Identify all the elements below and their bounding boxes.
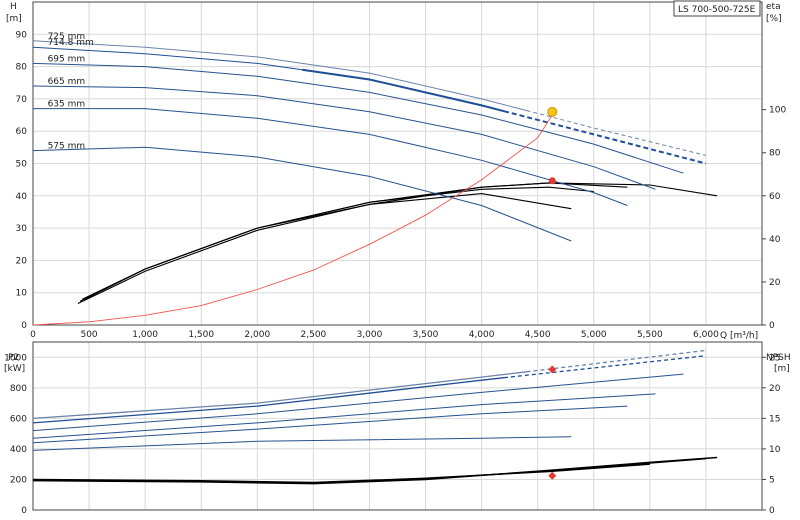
power-npsh-chart: 0 200 400 600 800 1000 0 5 10 15 20 25 P2[kW] NPSH[m] <box>4 341 791 516</box>
power-curve <box>32 377 505 424</box>
operating-point-marker <box>548 471 557 480</box>
head-curve <box>32 146 572 242</box>
chart-title: LS 700-500-725E <box>678 5 756 15</box>
efficiency-point-marker <box>548 177 556 185</box>
y2-tick-label: 5 <box>769 475 775 485</box>
power-curve <box>32 371 527 420</box>
y-tick-label: 10 <box>16 289 28 299</box>
duty-point-marker <box>547 106 558 117</box>
efficiency-curve <box>77 182 718 304</box>
y2-tick-label: 15 <box>769 414 780 424</box>
y2-axis-unit: [%] <box>766 14 782 24</box>
y-tick-label: 400 <box>10 445 27 455</box>
x-tick-label: 1,000 <box>132 330 158 340</box>
y2-tick-label: 20 <box>769 278 781 288</box>
y2-axis-label: eta <box>766 2 781 12</box>
y-tick-label: 20 <box>16 256 28 266</box>
y-tick-label: 200 <box>10 475 27 485</box>
y-axis-unit: [kW] <box>4 364 25 374</box>
y-tick-label: 0 <box>21 321 27 331</box>
x-tick-label: 500 <box>80 330 97 340</box>
power-curve-extension <box>503 355 706 379</box>
impeller-diameter-label: 665 mm <box>48 77 86 87</box>
impeller-diameter-label: 714.8 mm <box>48 38 94 48</box>
power-curve <box>32 405 628 444</box>
y-tick-label: 1000 <box>4 353 27 363</box>
power-curve <box>32 393 656 439</box>
y-tick-label: 30 <box>16 224 28 234</box>
y2-tick-label: 25 <box>769 353 780 363</box>
head-curve-extension <box>526 110 707 156</box>
x-tick-label: 2,500 <box>301 330 327 340</box>
head-efficiency-chart: 0 500 1,000 1,500 2,000 2,500 3,000 3,500 4,000 4… <box>6 0 786 340</box>
power-curve <box>32 436 572 451</box>
head-curve <box>33 108 628 206</box>
y-tick-label: 800 <box>10 384 27 394</box>
x-axis-label: Q [m³/h] <box>720 331 758 340</box>
impeller-diameter-label: 635 mm <box>48 100 86 110</box>
x-tick-label: 5,000 <box>581 330 607 340</box>
head-curve <box>32 85 656 190</box>
y2-axis-unit: [m] <box>774 364 790 374</box>
head-curve-operating <box>302 68 505 113</box>
x-tick-label: 2,000 <box>244 330 270 340</box>
x-tick-label: 3,500 <box>413 330 439 340</box>
y-tick-label: 600 <box>10 414 27 424</box>
head-curve <box>32 62 684 174</box>
npsh-curve <box>32 463 650 484</box>
x-tick-label: 5,500 <box>637 330 663 340</box>
y2-tick-label: 10 <box>769 445 781 455</box>
y-tick-label: 90 <box>16 30 28 40</box>
y2-tick-label: 60 <box>769 192 781 202</box>
impeller-diameter-label: 695 mm <box>48 54 86 64</box>
y2-tick-label: 100 <box>769 106 786 116</box>
power-curve-extension <box>526 349 706 373</box>
power-curve <box>32 373 684 432</box>
impeller-diameter-label: 725 mm <box>48 32 86 42</box>
y-tick-label: 60 <box>16 127 28 137</box>
efficiency-curve <box>84 193 572 300</box>
efficiency-curve <box>79 182 628 302</box>
y-axis-unit: [m] <box>6 14 22 24</box>
x-tick-label: 0 <box>30 330 36 340</box>
y-tick-label: 50 <box>16 160 28 170</box>
operating-point-marker <box>548 365 557 374</box>
title-box <box>673 0 761 17</box>
head-curve-extension <box>503 110 707 165</box>
x-tick-label: 4,500 <box>525 330 551 340</box>
impeller-diameter-label: 575 mm <box>48 142 86 152</box>
x-tick-label: 1,500 <box>188 330 214 340</box>
efficiency-curve <box>82 186 594 300</box>
y-tick-label: 80 <box>16 63 28 73</box>
y-axis-label: P2 <box>8 353 19 363</box>
plot-frame <box>32 341 763 511</box>
y-axis-label: H <box>10 2 17 12</box>
y-tick-label: 0 <box>21 506 27 516</box>
plot-frame <box>32 1 763 326</box>
y2-tick-label: 0 <box>769 506 775 516</box>
x-tick-label: 4,000 <box>469 330 495 340</box>
x-tick-label: 3,000 <box>357 330 383 340</box>
y2-tick-label: 20 <box>769 384 781 394</box>
y2-axis-label: NPSH <box>766 353 791 363</box>
head-curve <box>32 46 303 71</box>
system-curve <box>32 111 555 326</box>
y-tick-label: 70 <box>16 95 28 105</box>
y2-tick-label: 80 <box>769 149 781 159</box>
y2-tick-label: 40 <box>769 235 781 245</box>
head-curve <box>32 40 527 111</box>
y-tick-label: 40 <box>16 192 28 202</box>
y2-tick-label: 0 <box>769 321 775 331</box>
x-tick-label: 6,000 <box>693 330 719 340</box>
